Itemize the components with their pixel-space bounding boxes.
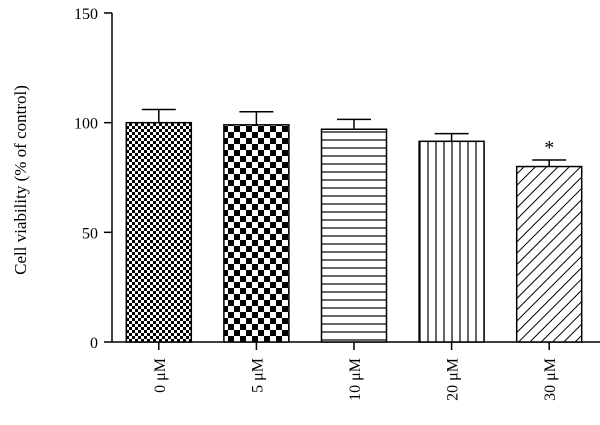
bar: [515, 165, 583, 343]
y-tick-label: 100: [74, 116, 98, 133]
x-tick-label: 20 μM: [445, 358, 462, 401]
x-tick-label: 30 μM: [542, 358, 559, 401]
error-bars-group: [141, 108, 567, 167]
y-axis: 0 50 100 150: [74, 6, 113, 352]
bar: [125, 121, 193, 343]
x-tick-label: 10 μM: [347, 358, 364, 401]
significance-marker: *: [544, 137, 554, 159]
bar: [223, 124, 290, 343]
y-tick-label: 50: [82, 225, 98, 242]
y-tick-label: 0: [90, 335, 98, 352]
bar: [418, 140, 485, 343]
bars-group: [125, 121, 583, 343]
x-tick-label: 0 μM: [152, 358, 169, 393]
y-axis-title: Cell viability (% of control): [11, 85, 30, 275]
bar: [320, 128, 388, 343]
y-tick-label: 150: [74, 6, 98, 23]
x-axis: 0 μM 5 μM 10 μM 20 μM 30 μM: [112, 341, 600, 401]
annotations-group: *: [544, 137, 554, 159]
x-tick-label: 5 μM: [249, 358, 266, 393]
